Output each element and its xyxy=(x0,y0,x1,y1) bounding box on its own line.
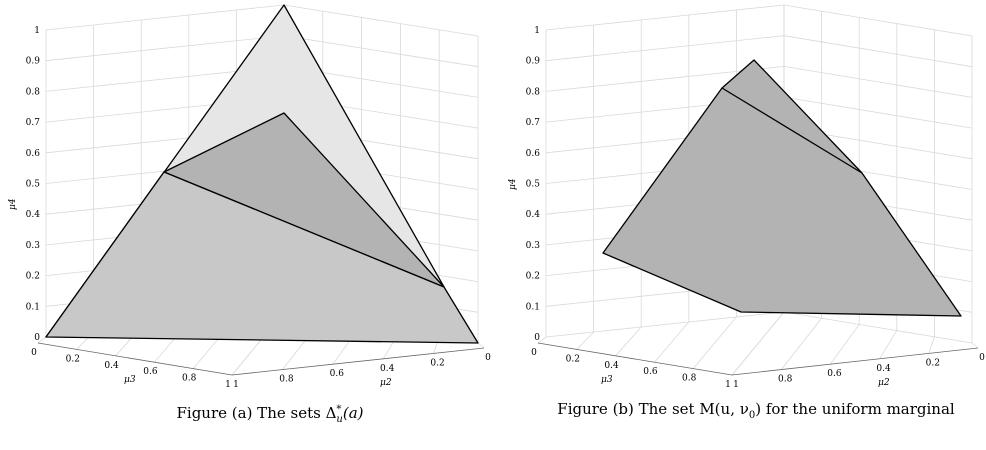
panel-a-sets xyxy=(45,4,479,344)
panel-a-plot: 0 0.1 0.2 0.3 0.4 0.5 0.6 0.7 0.8 0.9 1 0 0.2 0.4 0.6 0… xyxy=(8,4,491,390)
z-tick-label: 0 xyxy=(34,333,40,343)
mu3-tick-label: 0.6 xyxy=(643,367,658,377)
caption-a-star: * xyxy=(336,404,342,415)
panel-b-z-axis-label: μ4 xyxy=(508,178,518,190)
mu3-tick-label: 0.2 xyxy=(66,354,80,364)
caption-a-delta: Δ xyxy=(325,404,337,422)
mu2-tick-label: 0.2 xyxy=(926,358,940,368)
mu3-tick-label: 0.8 xyxy=(182,374,197,384)
mu2-tick-label: 0.6 xyxy=(330,369,345,379)
mu2-tick-label: 0 xyxy=(979,353,985,363)
z-tick-label: 0.8 xyxy=(26,87,41,97)
z-tick-label: 0.9 xyxy=(26,57,41,67)
z-tick-label: 0.7 xyxy=(526,118,541,128)
panel-b-mu2-axis-label: μ2 xyxy=(878,378,890,388)
z-tick-label: 0.1 xyxy=(26,302,40,312)
z-tick-label: 0.5 xyxy=(26,180,41,190)
mu3-tick-label: 0 xyxy=(531,348,537,358)
caption-b-suffix: ) for the uniform marginal xyxy=(755,400,955,418)
z-tick-label: 0 xyxy=(534,333,540,343)
mu3-tick-label: 0.6 xyxy=(143,367,158,377)
z-tick-label: 0.3 xyxy=(526,241,541,251)
panel-b-mu3-axis-label: μ3 xyxy=(601,375,613,385)
panel-b-ticks: 0 0.1 0.2 0.3 0.4 0.5 0.6 0.7 0.8 0.9 1 0 0.2 0.4 0.6 0… xyxy=(526,26,985,390)
z-tick-label: 0.6 xyxy=(26,149,41,159)
panel-a-mu2-axis-label: μ2 xyxy=(380,378,392,388)
mu3-tick-label: 0.8 xyxy=(682,374,697,384)
panel-a-z-axis-label: μ4 xyxy=(8,198,18,210)
caption-a: Figure (a) The sets Δ*u(a) xyxy=(70,400,470,429)
mu3-tick-label: 0.4 xyxy=(104,361,119,371)
mu2-tick-label: 0.6 xyxy=(827,369,842,379)
panel-b-sets xyxy=(602,59,962,317)
z-tick-label: 0.7 xyxy=(26,118,41,128)
caption-b-sub: 0 xyxy=(748,410,756,421)
caption-b-prefix: Figure (b) The set xyxy=(557,400,700,418)
mu2-tick-label: 1 xyxy=(233,380,239,390)
z-tick-label: 0.6 xyxy=(526,149,541,159)
z-tick-label: 0.3 xyxy=(26,241,41,251)
mu3-tick-label: 0.2 xyxy=(566,354,580,364)
mu2-tick-label: 0.8 xyxy=(778,375,793,385)
z-tick-label: 0.1 xyxy=(526,302,540,312)
caption-b-symbol: M(u, ν xyxy=(699,400,749,418)
mu2-tick-label: 0.4 xyxy=(876,364,891,374)
mu3-tick-label: 0.4 xyxy=(604,361,619,371)
caption-b: Figure (b) The set M(u, ν0) for the unif… xyxy=(556,400,956,425)
mu2-tick-label: 0.8 xyxy=(279,375,294,385)
panel-b-edge xyxy=(721,87,863,174)
mu2-tick-label: 0.2 xyxy=(430,358,444,368)
z-tick-label: 0.8 xyxy=(526,87,541,97)
z-tick-label: 0.5 xyxy=(526,180,541,190)
z-tick-label: 0.2 xyxy=(26,272,40,282)
z-tick-label: 0.4 xyxy=(26,210,41,220)
panel-a-lower-set xyxy=(45,171,479,344)
mu3-tick-label: 1 xyxy=(725,380,731,390)
caption-a-suffix: (a) xyxy=(342,404,364,422)
mu2-tick-label: 0.4 xyxy=(380,364,395,374)
z-tick-label: 1 xyxy=(534,26,540,36)
z-tick-label: 1 xyxy=(34,26,40,36)
panel-a-ticks: 0 0.1 0.2 0.3 0.4 0.5 0.6 0.7 0.8 0.9 1 0 0.2 0.4 0.6 0… xyxy=(26,26,491,390)
caption-a-prefix: Figure (a) The sets xyxy=(176,404,326,422)
caption-a-sub: u xyxy=(336,414,343,425)
mu2-tick-label: 0 xyxy=(485,353,491,363)
mu2-tick-label: 1 xyxy=(733,380,739,390)
mu3-tick-label: 1 xyxy=(225,380,231,390)
z-tick-label: 0.4 xyxy=(526,210,541,220)
panel-a-mu3-axis-label: μ3 xyxy=(124,375,136,385)
z-tick-label: 0.9 xyxy=(526,57,541,67)
panel-b-main-set xyxy=(602,59,962,317)
panel-b-plot: 0 0.1 0.2 0.3 0.4 0.5 0.6 0.7 0.8 0.9 1 0 0.2 0.4 0.6 0… xyxy=(508,4,985,390)
z-tick-label: 0.2 xyxy=(526,272,540,282)
mu3-tick-label: 0 xyxy=(31,348,37,358)
